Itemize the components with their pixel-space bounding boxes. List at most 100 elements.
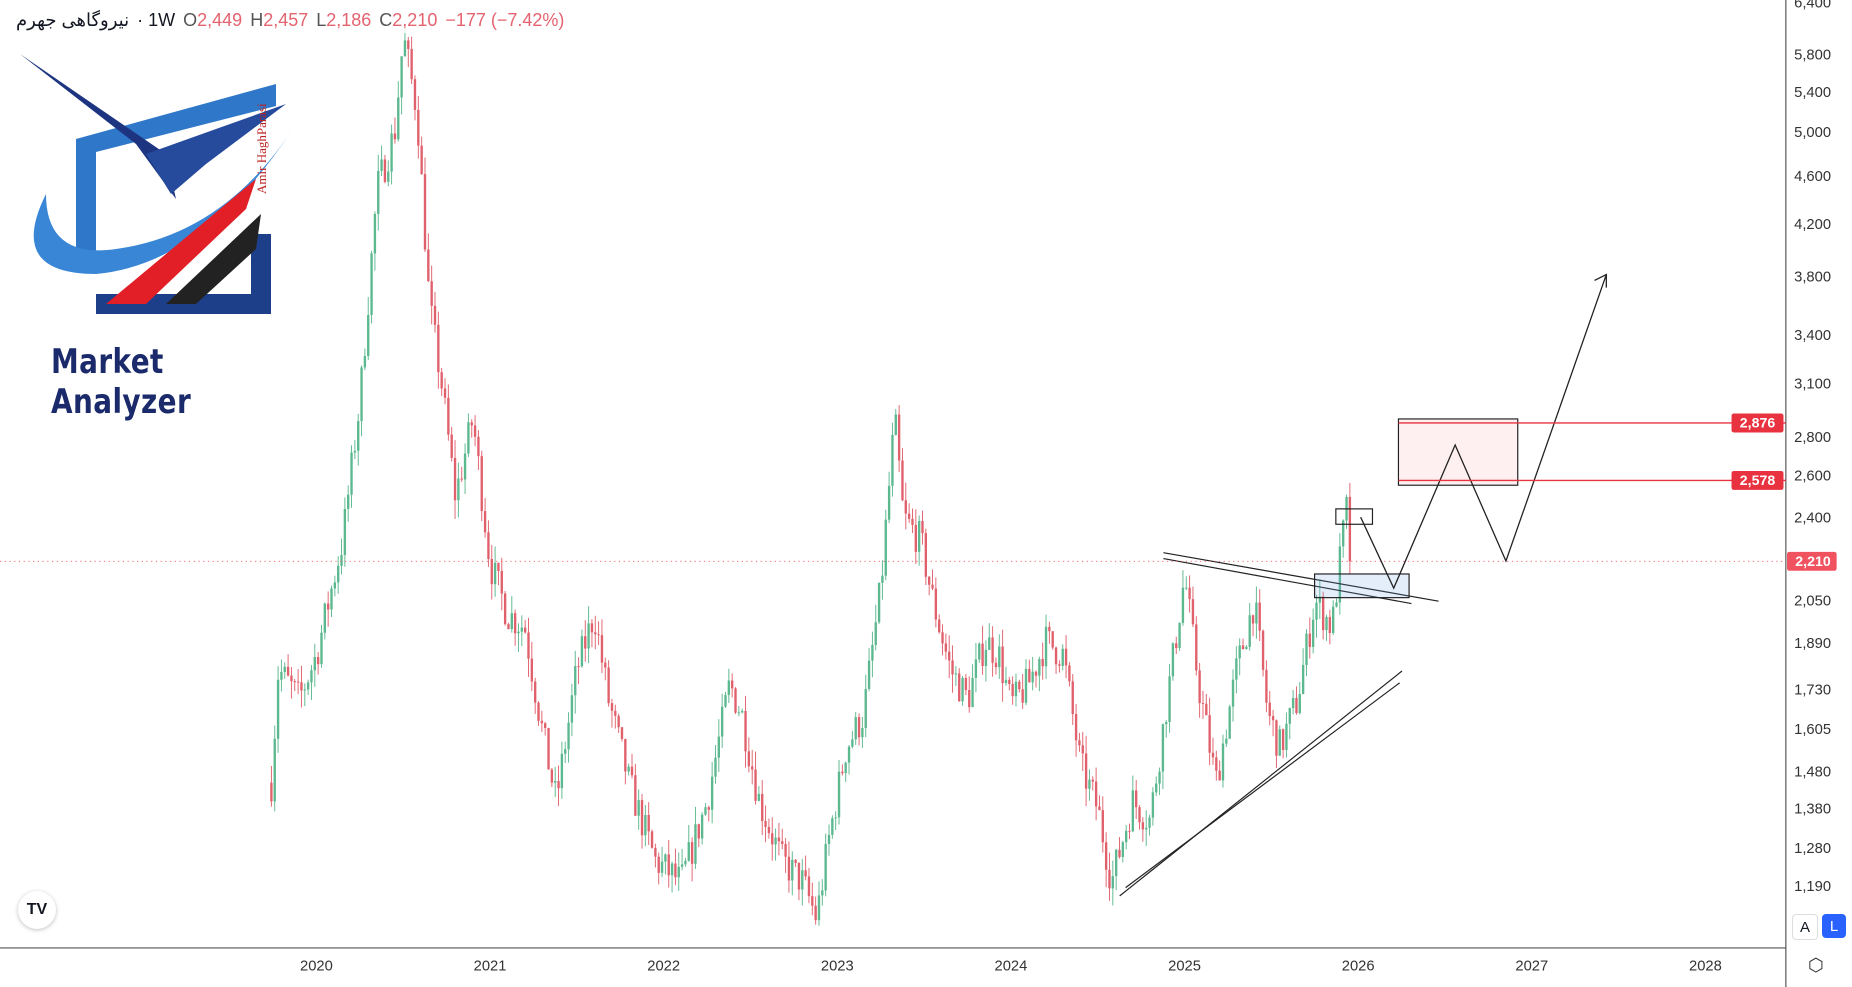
candle-body	[730, 680, 734, 689]
candle-body	[650, 831, 654, 848]
candle-body	[570, 695, 574, 723]
candle-body	[554, 781, 557, 783]
candle-body	[757, 793, 761, 801]
candle-body	[1298, 694, 1301, 714]
candle-body	[694, 824, 697, 864]
candles	[270, 23, 1352, 926]
candle-body	[707, 807, 710, 810]
candle-body	[767, 826, 771, 834]
candle-body	[777, 837, 781, 842]
candle-body	[1145, 827, 1148, 830]
trendline-upper-2[interactable]	[1163, 558, 1412, 605]
candle-body	[1155, 783, 1158, 793]
price-tick-label: 4,200	[1794, 217, 1831, 233]
projection-path[interactable]	[1360, 274, 1607, 590]
price-axis[interactable]: 6,400 5,800 5,400 5,000 4,600 4,200 3,800 3,400…	[1794, 0, 1831, 895]
candle-body	[1301, 664, 1305, 695]
candle-body	[600, 635, 604, 663]
candle-body	[1208, 715, 1211, 753]
candle-body	[917, 521, 921, 552]
tradingview-logo[interactable]: TV	[18, 891, 56, 929]
time-tick-label: 2027	[1515, 958, 1548, 974]
auto-scale-button[interactable]: A	[1792, 914, 1818, 940]
candle-body	[817, 895, 821, 921]
candle-body	[1014, 681, 1018, 697]
candle-body	[353, 450, 357, 453]
candle-body	[1315, 602, 1318, 620]
candle-body	[874, 622, 877, 645]
candle-body	[954, 673, 958, 675]
candle-body	[1038, 659, 1041, 676]
candle-body	[1081, 745, 1084, 754]
price-tick-label: 2,800	[1794, 430, 1831, 446]
trendline-lower-1[interactable]	[1119, 670, 1403, 897]
candle-body	[620, 727, 624, 740]
time-tick-label: 2023	[821, 958, 854, 974]
candle-body	[751, 766, 754, 770]
candle-body	[938, 619, 941, 633]
trendline-lower-2[interactable]	[1125, 682, 1400, 889]
candle-body	[610, 703, 614, 711]
candle-body	[764, 821, 767, 827]
time-tick-label: 2024	[995, 958, 1028, 974]
trendline-upper-1[interactable]	[1163, 552, 1439, 602]
candle-body	[590, 623, 594, 633]
interval[interactable]: · 1W	[137, 10, 176, 30]
candle-body	[1295, 697, 1298, 714]
candle-body	[1308, 633, 1311, 647]
candle-body	[1008, 679, 1011, 684]
close-value: 2,210	[392, 10, 438, 30]
candle-body	[814, 905, 817, 921]
candle-body	[1291, 697, 1295, 709]
candle-body	[1021, 689, 1024, 703]
price-tick-label: 1,730	[1794, 683, 1831, 699]
candle-body	[427, 249, 430, 282]
candle-body	[584, 636, 587, 649]
log-scale-button[interactable]: L	[1822, 914, 1846, 938]
candle-body	[453, 457, 457, 501]
candle-body	[323, 603, 327, 633]
high-label: H	[250, 10, 264, 30]
candle-body	[1238, 645, 1241, 659]
candle-body	[574, 666, 577, 696]
high-box[interactable]	[1335, 508, 1374, 525]
candle-body	[637, 800, 640, 816]
candle-body	[807, 876, 811, 897]
candle-body	[881, 575, 884, 583]
candle-body	[630, 766, 634, 776]
candle-body	[690, 842, 694, 864]
candle-body	[480, 456, 483, 512]
retest-zone-box[interactable]	[1313, 573, 1410, 599]
candle-body	[397, 97, 400, 140]
candle-body	[450, 434, 453, 458]
price-tick-label: 4,600	[1794, 169, 1831, 185]
candle-body	[964, 677, 968, 691]
candle-body	[1348, 496, 1352, 562]
candle-body	[580, 636, 584, 667]
symbol-name[interactable]: نیروگاهی جهرم	[16, 10, 130, 30]
candle-body	[844, 762, 847, 774]
candle-body	[390, 133, 393, 172]
candle-body	[407, 40, 410, 49]
candle-body	[654, 847, 657, 857]
candle-body	[677, 866, 680, 878]
time-tick-label: 2026	[1342, 958, 1375, 974]
settings-icon[interactable]: ⬡	[1808, 955, 1824, 975]
candle-body	[270, 782, 273, 802]
candle-body	[994, 662, 998, 668]
candle-body	[420, 145, 423, 175]
candle-body	[280, 671, 283, 680]
candle-body	[333, 582, 337, 589]
candle-body	[1088, 779, 1091, 789]
candle-body	[1131, 790, 1135, 832]
time-axis[interactable]: 2020 2021 2022 2023 2024 2025 2026 2027 2028	[300, 958, 1722, 974]
candle-body	[867, 660, 871, 689]
candle-body	[1332, 606, 1335, 634]
candle-body	[1241, 645, 1245, 650]
drawings[interactable]	[1119, 273, 1607, 897]
candle-body	[871, 644, 874, 661]
candle-body	[513, 613, 517, 634]
price-tick-label: 3,100	[1794, 376, 1831, 392]
candle-body	[597, 634, 600, 636]
